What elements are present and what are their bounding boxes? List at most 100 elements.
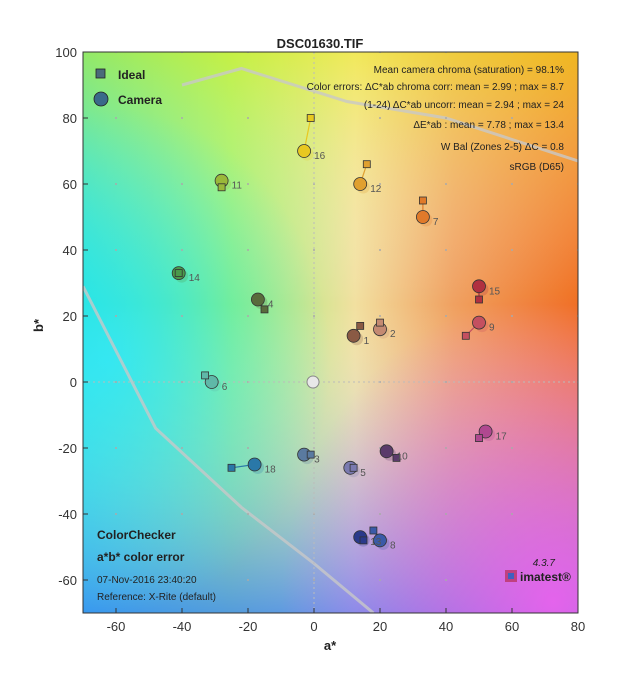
camera-point (415, 210, 430, 224)
grid-dot (181, 249, 183, 251)
ideal-point (461, 331, 470, 340)
grid-dot (511, 513, 513, 515)
grid-dot (313, 249, 315, 251)
info-line: (1-24) ΔC*ab uncorr: mean = 2.94 ; max =… (364, 100, 565, 111)
grid-dot (511, 447, 513, 449)
ideal-point (356, 321, 365, 330)
y-tick-label: 0 (70, 375, 77, 390)
ideal-point (227, 463, 236, 472)
legend-ideal-label: Ideal (118, 68, 145, 82)
grid-dot (379, 117, 381, 119)
plot-background (83, 52, 578, 613)
y-tick-label: 60 (63, 177, 77, 192)
ideal-point (174, 269, 183, 278)
footer-title: ColorChecker (97, 528, 176, 542)
ideal-point (349, 463, 358, 472)
grid-dot (247, 447, 249, 449)
grid-dot (181, 315, 183, 317)
footer-reference: Reference: X-Rite (default) (97, 592, 216, 603)
ideal-point (306, 114, 315, 122)
grid-dot (445, 183, 447, 185)
gamut-boundary-line (83, 285, 375, 613)
legend-ideal-marker (95, 68, 106, 79)
x-tick-label: 20 (373, 619, 387, 634)
grid-dot (115, 381, 117, 383)
ideal-point (359, 536, 368, 545)
patch-number-label: 16 (314, 151, 326, 162)
grid-dot (115, 579, 117, 581)
x-tick-label: 40 (439, 619, 453, 634)
patch-number-label: 1 (364, 336, 370, 347)
grid-dot (115, 117, 117, 119)
ideal-point (475, 434, 483, 443)
camera-point (472, 315, 486, 330)
patch-number-label: 10 (397, 451, 409, 462)
ideal-point (369, 526, 378, 535)
ideal-point (306, 450, 315, 459)
grid-dot (445, 381, 447, 383)
grid-dot (181, 447, 183, 449)
camera-point (247, 457, 262, 472)
legend-camera-marker (93, 91, 109, 107)
grid-dot (247, 117, 249, 119)
ideal-point (418, 196, 427, 205)
camera-point (297, 144, 312, 158)
grid-dot (247, 513, 249, 515)
imatest-logo-icon (505, 570, 517, 582)
patch-number-label: 13 (370, 537, 382, 548)
info-line: ΔE*ab : mean = 7.78 ; max = 13.4 (413, 120, 564, 131)
camera-point (353, 177, 368, 191)
camera-point (346, 328, 361, 343)
patch-number-label: 17 (496, 432, 508, 443)
grid-dot (247, 183, 249, 185)
ideal-point (362, 160, 371, 169)
y-tick-label: -40 (58, 507, 77, 522)
info-line: W Bal (Zones 2-5) ΔC = 0.8 (441, 142, 565, 153)
y-tick-label: 20 (63, 309, 77, 324)
x-axis-label: a* (323, 638, 337, 653)
grid-dot (379, 579, 381, 581)
camera-point (250, 292, 265, 307)
x-tick-label: 80 (571, 619, 585, 634)
grid-dot (181, 579, 183, 581)
x-tick-label: -40 (173, 619, 192, 634)
grid-dot (511, 315, 513, 317)
y-tick-label: 40 (63, 243, 77, 258)
y-tick-label: 80 (63, 111, 77, 126)
y-tick-label: -20 (58, 441, 77, 456)
grid-dot (445, 315, 447, 317)
grid-dot (313, 579, 315, 581)
grid-dot (445, 579, 447, 581)
grid-dot (247, 249, 249, 251)
patch-number-label: 6 (222, 382, 228, 393)
ideal-point (260, 305, 269, 314)
grid-dot (511, 249, 513, 251)
grid-dot (445, 249, 447, 251)
grid-dot (115, 513, 117, 515)
grid-dot (313, 315, 315, 317)
grid-dot (511, 117, 513, 119)
patch-number-label: 2 (390, 329, 396, 340)
x-tick-label: 0 (310, 619, 317, 634)
ideal-point (217, 183, 226, 192)
patch-number-label: 18 (265, 465, 277, 476)
grid-dot (511, 381, 513, 383)
camera-point (373, 533, 387, 548)
patch-number-label: 8 (390, 540, 396, 551)
grid-dot (445, 513, 447, 515)
grid-dot (115, 249, 117, 251)
grid-dot (115, 447, 117, 449)
grid-dot (445, 117, 447, 119)
ideal-point (201, 371, 210, 380)
x-tick-label: -20 (239, 619, 258, 634)
y-tick-label: -60 (58, 573, 77, 588)
grid-dot (247, 579, 249, 581)
grid-dot (379, 513, 381, 515)
ideal-point (376, 318, 384, 327)
grid-dot (247, 315, 249, 317)
grid-dot (181, 183, 183, 185)
patch-number-label: 11 (232, 181, 243, 192)
camera-point (472, 279, 486, 294)
patch-number-label: 12 (370, 184, 382, 195)
